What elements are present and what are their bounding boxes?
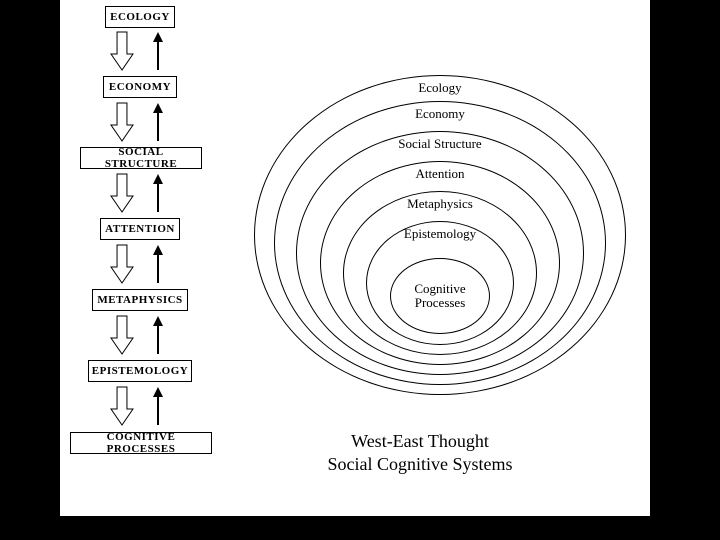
up-arrow-icon [150,32,166,70]
up-arrow-icon [150,245,166,283]
down-arrow-icon [111,316,133,354]
hierarchy-box-social: SOCIAL STRUCTURE [80,147,202,169]
ring-label-r-social: Social Structure [398,136,481,152]
diagram-caption: West-East Thought Social Cognitive Syste… [327,430,512,475]
ring-label-r-ecology: Ecology [418,80,461,96]
caption-line-2: Social Cognitive Systems [327,454,512,474]
ring-label-r-economy: Economy [415,106,465,122]
ring-label-r-metaphysics: Metaphysics [407,196,473,212]
hierarchy-box-attention: ATTENTION [100,218,180,240]
ring-label-r-cognitive: CognitiveProcesses [414,282,465,311]
up-arrow-icon [150,387,166,425]
down-arrow-icon [111,387,133,425]
up-arrow-icon [150,174,166,212]
up-arrow-icon [150,103,166,141]
down-arrow-icon [111,103,133,141]
down-arrow-icon [111,32,133,70]
hierarchy-box-cognitive: COGNITIVE PROCESSES [70,432,212,454]
up-arrow-icon [150,316,166,354]
hierarchy-box-metaphysics: METAPHYSICS [92,289,188,311]
down-arrow-icon [111,174,133,212]
hierarchy-box-ecology: ECOLOGY [105,6,175,28]
down-arrow-icon [111,245,133,283]
ring-label-r-attention: Attention [415,166,464,182]
caption-line-1: West-East Thought [351,431,489,451]
hierarchy-box-epist: EPISTEMOLOGY [88,360,192,382]
ring-label-r-epist: Epistemology [404,226,476,242]
hierarchy-box-economy: ECONOMY [103,76,177,98]
